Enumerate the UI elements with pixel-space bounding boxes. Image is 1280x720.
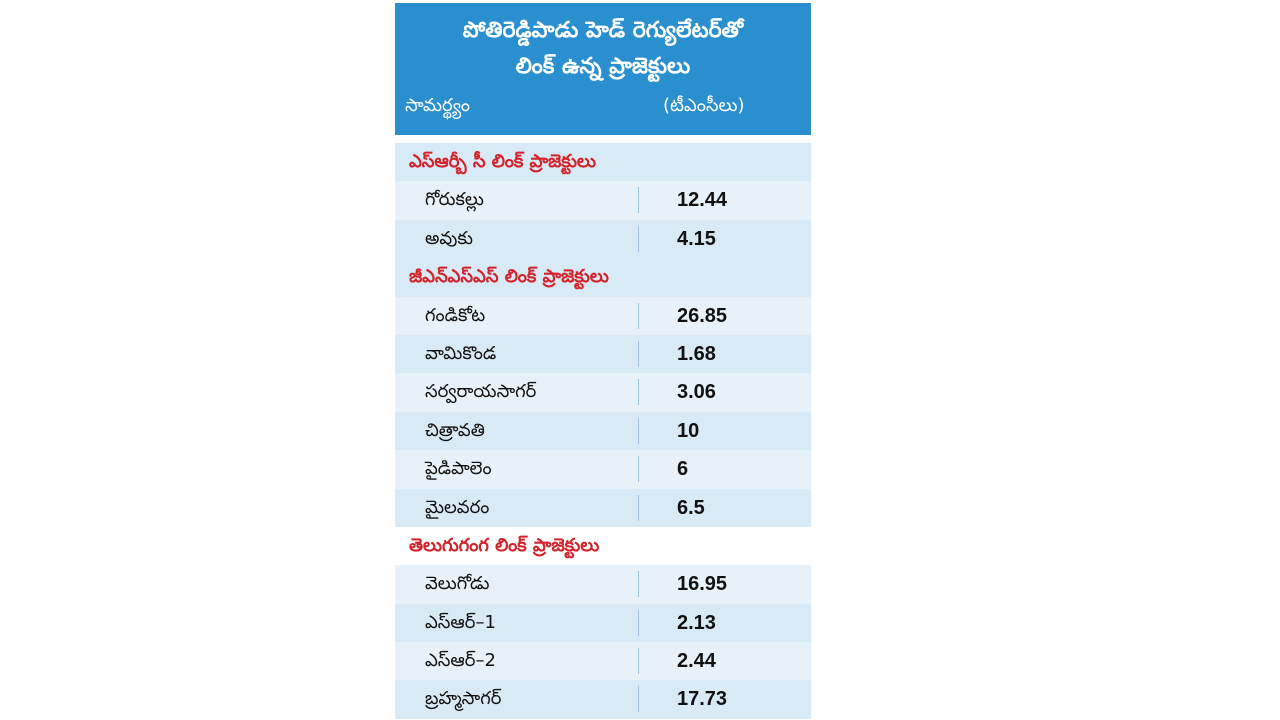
project-name: ఎస్‌ఆర్–2: [425, 650, 496, 672]
project-name: చిత్రావతి: [425, 419, 485, 441]
column-divider: [638, 340, 639, 367]
table-row: ఎస్‌ఆర్–1 2.13: [395, 603, 811, 643]
project-name: సర్వరాయసాగర్: [425, 381, 537, 403]
project-name: బ్రహ్మసాగర్: [425, 688, 502, 710]
project-capacity: 10: [677, 419, 700, 442]
title-line-2: లింక్ ఉన్న ప్రాజెక్టులు: [515, 54, 691, 79]
table-row: అవుకు 4.15: [395, 219, 811, 259]
section-label: జీఎన్‌ఎస్‌ఎస్ లింక్ ప్రాజెక్టులు: [409, 266, 609, 288]
project-capacity: 12.44: [677, 189, 728, 212]
section-label: తెలుగుగంగ లింక్ ప్రాజెక్టులు: [409, 534, 600, 556]
column-divider: [638, 494, 639, 521]
page-title: పోతిరెడ్డిపాడు హెడ్ రెగ్యులేటర్‌తో లింక్…: [395, 13, 811, 85]
column-header-unit: (టీఎంసీలు): [663, 95, 745, 116]
title-line-1: పోతిరెడ్డిపాడు హెడ్ రెగ్యులేటర్‌తో: [462, 18, 744, 43]
column-divider: [638, 609, 639, 636]
project-capacity: 26.85: [677, 304, 728, 327]
table-row: వామికొండ 1.68: [395, 334, 811, 374]
project-capacity: 2.44: [677, 650, 716, 673]
table-row: వెలుగోడు 16.95: [395, 565, 811, 604]
table-row: సర్వరాయసాగర్ 3.06: [395, 373, 811, 412]
column-divider: [638, 225, 639, 252]
project-capacity: 6: [677, 458, 689, 481]
column-divider: [638, 686, 639, 713]
table-row: ఎస్‌ఆర్–2 2.44: [395, 642, 811, 681]
column-divider: [638, 648, 639, 675]
project-name: పైడిపాలెం: [425, 458, 492, 480]
section-header: తెలుగుగంగ లింక్ ప్రాజెక్టులు: [395, 526, 811, 566]
project-name: ఎస్‌ఆర్–1: [425, 611, 496, 633]
table-row: మైలవరం 6.5: [395, 488, 811, 527]
column-header-capacity: సామర్థ్యం: [405, 95, 471, 116]
project-capacity: 2.13: [677, 611, 716, 634]
column-divider: [638, 456, 639, 483]
project-name: అవుకు: [425, 227, 473, 249]
infographic-panel: పోతిరెడ్డిపాడు హెడ్ రెగ్యులేటర్‌తో లింక్…: [395, 3, 811, 720]
column-divider: [638, 417, 639, 444]
section-header: ఎస్‌ఆర్బీ సీ లింక్ ప్రాజెక్టులు: [395, 143, 811, 182]
column-divider: [638, 379, 639, 406]
section-header: జీఎన్‌ఎస్‌ఎస్ లింక్ ప్రాజెక్టులు: [395, 258, 811, 297]
project-name: గండికోట: [425, 304, 486, 326]
project-capacity: 16.95: [677, 573, 728, 596]
project-capacity: 3.06: [677, 381, 716, 404]
project-name: గోరుకల్లు: [425, 189, 484, 211]
project-name: వెలుగోడు: [425, 573, 490, 595]
table-row: పైడిపాలెం 6: [395, 450, 811, 489]
table-row: చిత్రావతి 10: [395, 411, 811, 451]
project-capacity: 17.73: [677, 688, 728, 711]
project-name: వామికొండ: [425, 342, 497, 364]
header-banner: పోతిరెడ్డిపాడు హెడ్ రెగ్యులేటర్‌తో లింక్…: [395, 3, 811, 135]
column-divider: [638, 571, 639, 598]
table-row: గండికోట 26.85: [395, 296, 811, 335]
project-name: మైలవరం: [425, 496, 490, 518]
table-row: గోరుకల్లు 12.44: [395, 181, 811, 220]
project-capacity: 1.68: [677, 342, 716, 365]
project-capacity: 6.5: [677, 496, 705, 519]
section-label: ఎస్‌ఆర్బీ సీ లింక్ ప్రాజెక్టులు: [409, 151, 596, 172]
project-capacity: 4.15: [677, 227, 716, 250]
column-divider: [638, 187, 639, 214]
projects-table: ఎస్‌ఆర్బీ సీ లింక్ ప్రాజెక్టులు గోరుకల్ల…: [395, 143, 811, 719]
column-divider: [638, 302, 639, 329]
table-row: బ్రహ్మసాగర్ 17.73: [395, 680, 811, 719]
